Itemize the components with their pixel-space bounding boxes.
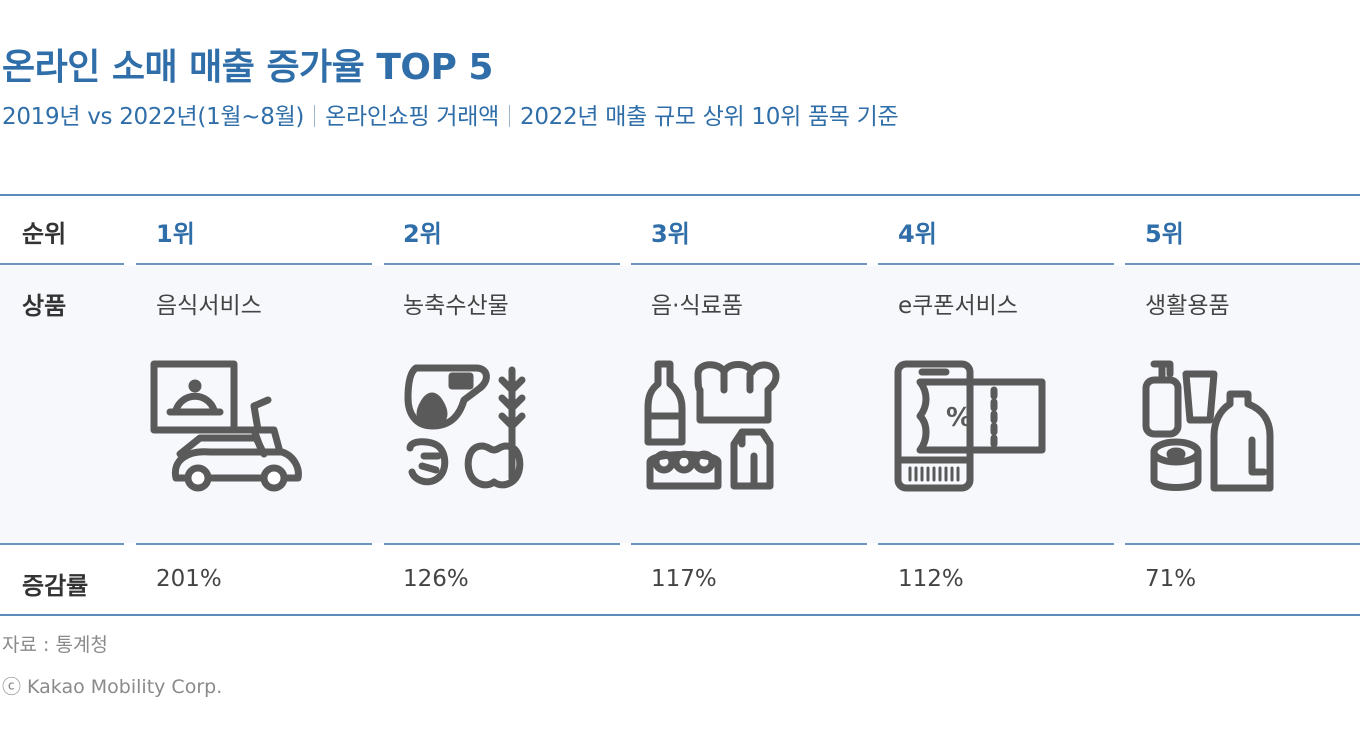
page-title: 온라인 소매 매출 증가율 TOP 5 [2, 47, 493, 88]
growth-3: 117% [651, 566, 717, 592]
row-label-rank: 순위 [22, 220, 67, 248]
subtitle-metric: 온라인쇼핑 거래액 [325, 104, 500, 130]
row-divider [1125, 543, 1360, 545]
rank-5: 5위 [1145, 220, 1184, 248]
subtitle-basis: 2022년 매출 규모 상위 10위 품목 기준 [520, 104, 899, 130]
rank-4: 4위 [898, 220, 937, 248]
row-divider [384, 543, 620, 545]
subtitle-separator [314, 105, 316, 127]
row-label-growth: 증감률 [22, 572, 89, 600]
product-5: 생활용품 [1145, 293, 1230, 319]
subtitle: 2019년 vs 2022년(1월~8월) 온라인쇼핑 거래액 2022년 매출 규… [2, 97, 899, 131]
table-top-rule [0, 194, 1360, 196]
row-divider [384, 263, 620, 265]
row-divider [0, 263, 124, 265]
mobile-coupon-icon: % [894, 360, 1048, 494]
product-1: 음식서비스 [156, 293, 262, 319]
growth-5: 71% [1145, 566, 1197, 592]
growth-1: 201% [156, 566, 222, 592]
subtitle-separator [509, 105, 511, 127]
row-divider [878, 543, 1114, 545]
subtitle-period: 2019년 vs 2022년(1월~8월) [2, 104, 305, 130]
table-bottom-rule [0, 614, 1360, 616]
product-3: 음·식료품 [651, 293, 743, 319]
copyright-note: ⓒ Kakao Mobility Corp. [2, 676, 223, 698]
household-goods-icon [1140, 360, 1276, 494]
row-divider [631, 263, 867, 265]
svg-text:%: % [946, 403, 972, 433]
row-divider [136, 543, 372, 545]
row-divider [136, 263, 372, 265]
product-4: e쿠폰서비스 [898, 293, 1018, 319]
row-divider [631, 543, 867, 545]
rank-2: 2위 [403, 220, 442, 248]
farm-produce-icon [404, 360, 532, 494]
row-divider [1125, 263, 1360, 265]
ranking-table: 순위 상품 증감률 1위 음식서비스 201% 2위 농축수산물 126% [0, 194, 1360, 616]
rank-3: 3위 [651, 220, 690, 248]
row-label-product: 상품 [22, 292, 67, 320]
row-divider [0, 543, 124, 545]
growth-4: 112% [898, 566, 964, 592]
source-note: 자료 : 통계청 [2, 634, 108, 656]
food-delivery-icon [150, 360, 306, 494]
groceries-icon [644, 360, 780, 494]
growth-2: 126% [403, 566, 469, 592]
rank-1: 1위 [156, 220, 195, 248]
row-divider [878, 263, 1114, 265]
product-2: 농축수산물 [403, 293, 509, 319]
